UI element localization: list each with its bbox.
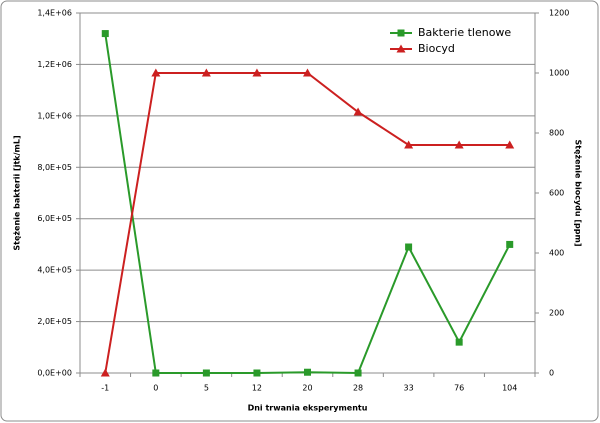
y-tick-label: 2,0E+05 xyxy=(37,317,72,326)
data-point xyxy=(405,243,413,251)
x-tick-label: 12 xyxy=(252,384,262,393)
data-point xyxy=(505,140,515,149)
y-tick-label: 4,0E+05 xyxy=(37,266,72,275)
y2-tick-label: 1200 xyxy=(549,9,569,18)
x-tick-label: 20 xyxy=(302,384,312,393)
data-point xyxy=(252,68,262,77)
y2-tick-label: 1000 xyxy=(549,69,569,78)
legend-marker xyxy=(397,29,405,37)
data-point xyxy=(353,107,363,116)
y2-tick-label: 0 xyxy=(549,369,554,378)
legend-label: Bakterie tlenowe xyxy=(418,26,511,39)
y2-tick-label: 600 xyxy=(549,189,564,198)
x-tick-label: 5 xyxy=(204,384,209,393)
data-point xyxy=(304,368,311,376)
y-tick-label: 1,4E+06 xyxy=(37,9,72,18)
y2-axis-title: Stężenie biocydu [ppm] xyxy=(574,140,583,247)
x-axis-title: Dni trwania eksperymentu xyxy=(248,404,368,413)
y2-tick-label: 400 xyxy=(549,249,564,258)
y-tick-label: 6,0E+05 xyxy=(37,214,72,223)
data-point xyxy=(253,369,261,377)
x-tick-label: 0 xyxy=(153,384,158,393)
data-point xyxy=(101,30,109,38)
y-tick-label: 1,0E+06 xyxy=(37,111,72,120)
data-point xyxy=(303,68,312,77)
legend-label: Biocyd xyxy=(418,42,455,55)
data-point xyxy=(152,369,160,377)
x-tick-label: 28 xyxy=(353,384,363,393)
y2-tick-label: 800 xyxy=(549,129,564,138)
y-tick-label: 1,2E+06 xyxy=(37,60,72,69)
data-point xyxy=(202,369,210,377)
data-point xyxy=(454,140,464,149)
x-tick-label: 104 xyxy=(502,384,517,393)
data-point xyxy=(455,338,463,346)
y-axis-title: Stężenie bakterii [jtk/mL] xyxy=(13,135,22,250)
data-point xyxy=(201,68,211,77)
data-point xyxy=(506,240,514,248)
data-point xyxy=(100,368,110,377)
x-tick-label: 76 xyxy=(454,384,464,393)
data-point xyxy=(354,369,362,377)
legend-marker xyxy=(396,44,406,53)
y-tick-label: 0,0E+00 xyxy=(37,369,72,378)
y2-tick-label: 200 xyxy=(549,309,564,318)
x-tick-label: -1 xyxy=(101,384,109,393)
x-tick-label: 33 xyxy=(404,384,414,393)
y-tick-label: 8,0E+05 xyxy=(37,163,72,172)
data-point xyxy=(151,68,161,77)
data-point xyxy=(404,140,414,149)
